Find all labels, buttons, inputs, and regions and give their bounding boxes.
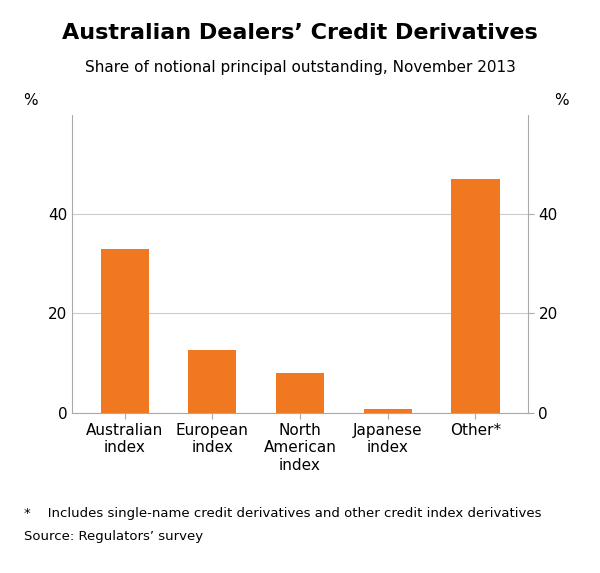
Bar bbox=[364, 409, 412, 413]
Text: Source: Regulators’ survey: Source: Regulators’ survey bbox=[24, 530, 203, 543]
Bar bbox=[451, 179, 500, 413]
Text: Share of notional principal outstanding, November 2013: Share of notional principal outstanding,… bbox=[85, 60, 515, 75]
Bar bbox=[276, 373, 324, 413]
Text: *    Includes single-name credit derivatives and other credit index derivatives: * Includes single-name credit derivative… bbox=[24, 507, 542, 520]
Bar bbox=[188, 351, 236, 413]
Text: %: % bbox=[23, 93, 37, 108]
Text: Australian Dealers’ Credit Derivatives: Australian Dealers’ Credit Derivatives bbox=[62, 23, 538, 43]
Bar bbox=[101, 249, 149, 413]
Text: %: % bbox=[554, 93, 568, 108]
